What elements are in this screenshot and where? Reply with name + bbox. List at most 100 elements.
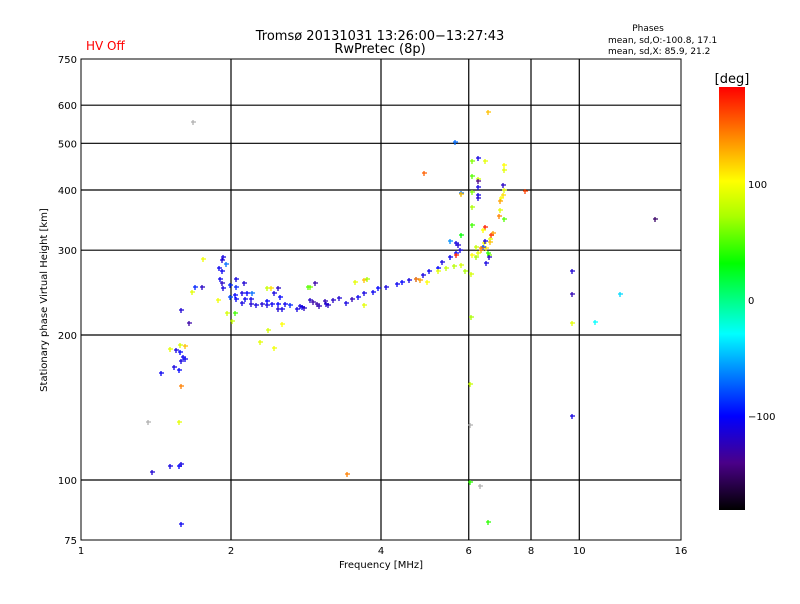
data-point <box>221 255 226 260</box>
data-point <box>228 295 233 300</box>
data-point <box>570 269 575 274</box>
data-point <box>179 522 184 527</box>
data-point <box>200 285 205 290</box>
data-point <box>266 328 271 333</box>
y-axis-label: Stationary phase Virtual Height [km] <box>39 208 50 392</box>
data-point <box>470 205 475 210</box>
axis-ticks: 1 2 4 6 8 10 16 75 100 200 300 400 500 600 750 <box>58 55 687 557</box>
data-point <box>458 248 463 253</box>
data-point <box>653 217 658 222</box>
data-point <box>469 272 474 277</box>
data-point <box>356 295 361 300</box>
data-point <box>254 303 259 308</box>
data-point <box>308 298 313 303</box>
data-point <box>280 322 285 327</box>
data-point <box>487 255 492 260</box>
data-point <box>353 280 358 285</box>
data-point <box>216 298 221 303</box>
data-point <box>191 120 196 125</box>
data-point <box>570 292 575 297</box>
data-point <box>249 297 254 302</box>
data-point <box>150 470 155 475</box>
data-point <box>501 193 506 198</box>
data-point <box>502 188 507 193</box>
data-point <box>233 293 238 298</box>
data-point <box>258 340 263 345</box>
data-point <box>225 311 230 316</box>
data-point <box>278 295 283 300</box>
phases-x-stats: mean, sd,X: 85.9, 21.2 <box>608 47 710 57</box>
data-point <box>474 245 479 250</box>
data-point <box>421 273 426 278</box>
data-point <box>362 303 367 308</box>
data-point <box>498 208 503 213</box>
data-point <box>240 291 245 296</box>
x-tick-label: 1 <box>78 546 84 557</box>
data-point <box>234 285 239 290</box>
data-point <box>276 286 281 291</box>
colorbar <box>719 87 745 510</box>
data-point <box>470 253 475 258</box>
data-point <box>384 285 389 290</box>
data-point <box>476 185 481 190</box>
phases-title: Phases <box>632 24 664 34</box>
data-point <box>272 346 277 351</box>
data-point <box>459 233 464 238</box>
data-point <box>298 304 303 309</box>
y-tick-label: 200 <box>58 331 77 342</box>
data-point <box>365 277 370 282</box>
data-point <box>179 308 184 313</box>
data-point <box>178 343 183 348</box>
data-point <box>245 291 250 296</box>
phases-o-stats: mean, sd,O:-100.8, 17.1 <box>608 36 717 46</box>
data-point <box>486 251 491 256</box>
data-point <box>400 280 405 285</box>
data-point <box>407 278 412 283</box>
x-tick-label: 10 <box>573 546 586 557</box>
data-point <box>376 286 381 291</box>
data-point <box>317 304 322 309</box>
data-point <box>456 243 461 248</box>
data-point <box>488 240 493 245</box>
x-tick-label: 4 <box>378 546 384 557</box>
data-point <box>345 472 350 477</box>
data-point <box>220 281 225 286</box>
data-point <box>295 307 300 312</box>
data-point <box>168 464 173 469</box>
data-point <box>201 257 206 262</box>
data-point <box>570 414 575 419</box>
data-point <box>502 217 507 222</box>
data-point <box>230 319 235 324</box>
grid-lines <box>81 59 681 540</box>
data-point <box>483 159 488 164</box>
data-point <box>497 214 502 219</box>
data-point <box>483 225 488 230</box>
data-point <box>217 266 222 271</box>
data-point <box>242 281 247 286</box>
data-point <box>313 281 318 286</box>
data-point <box>179 359 184 364</box>
data-point <box>172 365 177 370</box>
data-point <box>468 423 473 428</box>
data-point <box>502 168 507 173</box>
y-tick-label: 600 <box>58 101 77 112</box>
data-point <box>187 321 192 326</box>
data-point <box>618 292 623 297</box>
colorbar-tick-label: 0 <box>748 296 754 307</box>
data-point <box>193 285 198 290</box>
data-point <box>523 189 528 194</box>
colorbar-tick-label: 100 <box>748 180 767 191</box>
data-point <box>362 291 367 296</box>
data-point <box>570 321 575 326</box>
data-point <box>478 484 483 489</box>
data-point <box>224 262 229 267</box>
data-point <box>177 420 182 425</box>
data-point <box>179 462 184 467</box>
data-point <box>474 255 479 260</box>
data-point <box>470 223 475 228</box>
data-point <box>174 348 179 353</box>
data-point <box>323 299 328 304</box>
data-point <box>422 171 427 176</box>
data-point <box>395 282 400 287</box>
data-point <box>220 258 225 263</box>
